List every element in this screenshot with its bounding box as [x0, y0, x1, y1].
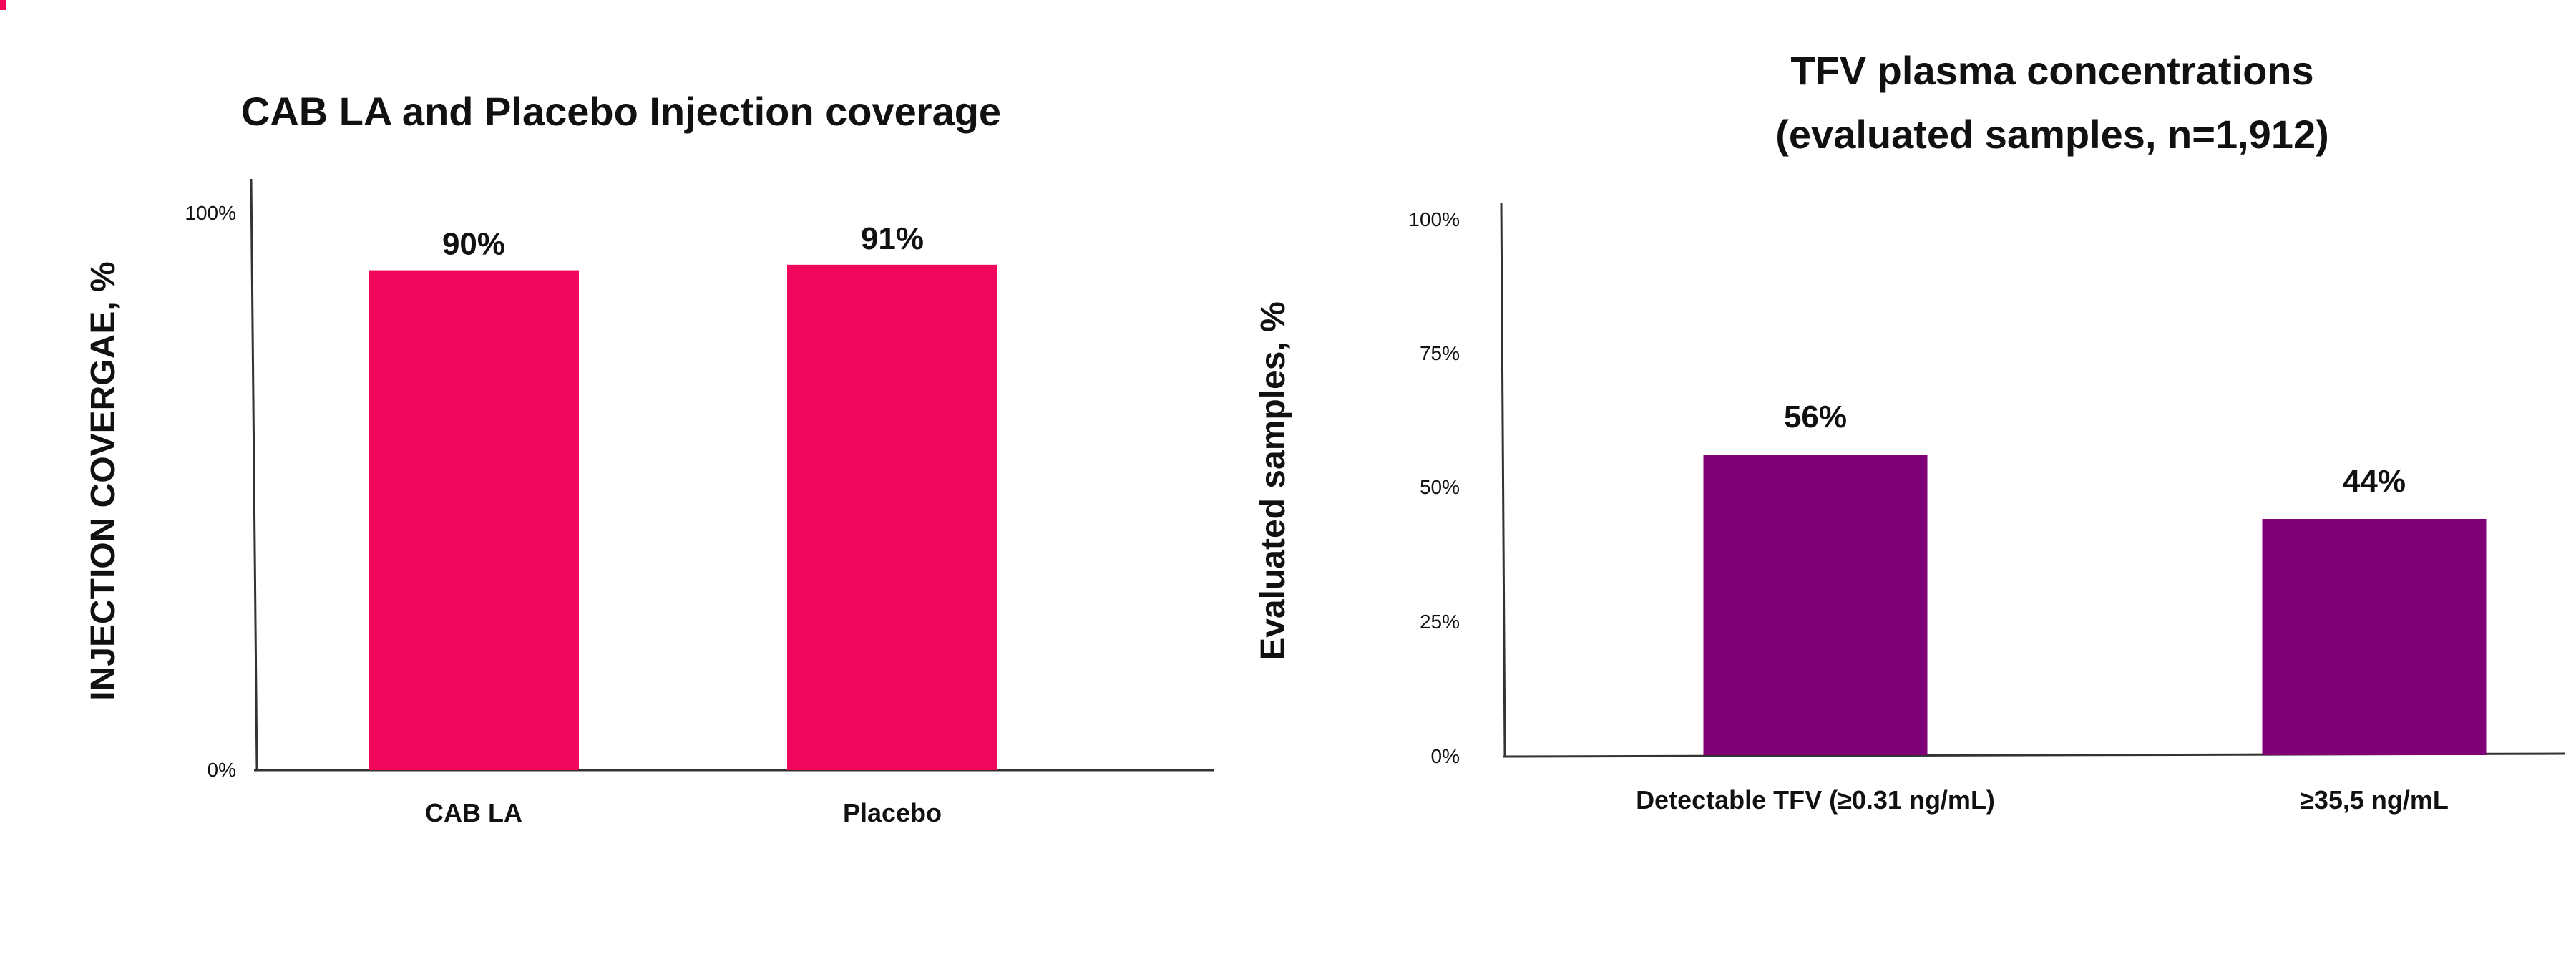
- corner-accent-mark: [0, 0, 6, 10]
- chart-2-category-label: ≥35,5 ng/mL: [2300, 785, 2449, 815]
- chart-1-y-axis-label: INJECTION COVERGAE, %: [84, 261, 122, 700]
- chart-1-y-tick-label: 100%: [185, 202, 236, 224]
- chart-1-title: CAB LA and Placebo Injection coverage: [241, 89, 1001, 134]
- chart-1-bar-placebo: [787, 264, 997, 771]
- chart-2-y-axis-label: Evaluated samples, %: [1254, 301, 1292, 661]
- chart-1-bar-cab-la: [369, 270, 579, 771]
- chart-2-data-label: 44%: [2343, 464, 2406, 499]
- chart-2-y-tick-label: 25%: [1420, 611, 1460, 633]
- chart-2-bar-detectable-tfv: [1703, 455, 1928, 755]
- chart-tfv-plasma-concentrations: TFV plasma concentrations (evaluated sam…: [1254, 48, 2565, 815]
- chart-1-y-axis: [250, 178, 258, 771]
- chart-1-data-label: 91%: [861, 221, 924, 256]
- chart-1-y-tick-label: 0%: [208, 759, 236, 781]
- chart-2-y-axis: [1500, 202, 1506, 757]
- chart-2-subtitle: (evaluated samples, n=1,912): [1775, 112, 2329, 157]
- chart-2-bar-above-35-5: [2262, 519, 2487, 755]
- chart-2-data-label: 56%: [1784, 399, 1847, 434]
- chart-2-y-tick-label: 100%: [1408, 208, 1460, 230]
- chart-1-category-label: Placebo: [843, 798, 942, 827]
- chart-2-y-tick-label: 0%: [1431, 745, 1460, 767]
- chart-2-y-tick-label: 75%: [1420, 342, 1460, 364]
- chart-2-title: TFV plasma concentrations: [1790, 48, 2313, 93]
- chart-injection-coverage: CAB LA and Placebo Injection coverage IN…: [84, 89, 1214, 827]
- chart-1-data-label: 90%: [442, 227, 505, 262]
- chart-1-category-label: CAB LA: [425, 798, 522, 827]
- chart-2-category-label: Detectable TFV (≥0.31 ng/mL): [1636, 785, 1995, 815]
- chart-2-y-tick-label: 50%: [1420, 476, 1460, 498]
